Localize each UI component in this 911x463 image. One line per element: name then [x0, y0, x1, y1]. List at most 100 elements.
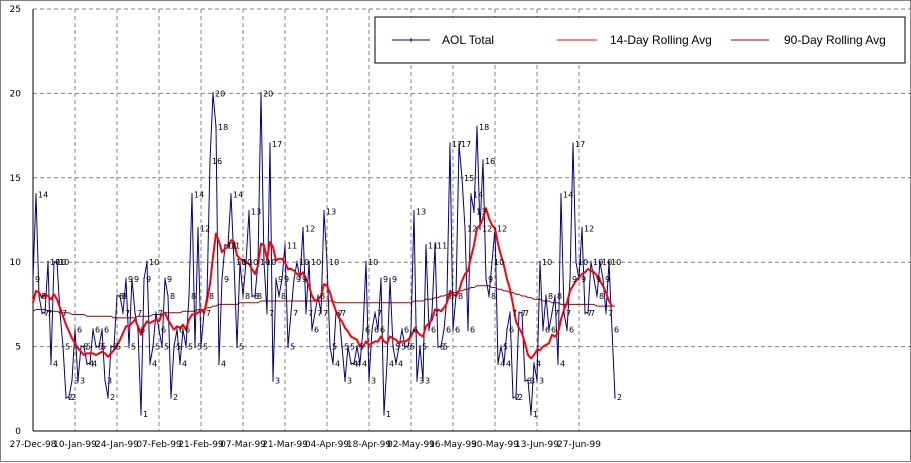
aol-total-data-label: 5 — [443, 343, 448, 352]
aol-total-data-label: 10 — [266, 258, 276, 267]
aol-total-data-label: 5 — [440, 343, 445, 352]
aol-total-data-label: 5 — [503, 343, 508, 352]
aol-total-data-label: 18 — [479, 123, 489, 132]
aol-total-data-label: 6 — [569, 326, 574, 335]
aol-total-data-label: 17 — [452, 140, 462, 149]
aol-total-data-label: 8 — [254, 292, 259, 301]
x-tick-label: 24-Jan-99 — [95, 440, 139, 450]
aol-total-data-label: 6 — [374, 326, 379, 335]
aol-total-data-label: 1 — [143, 410, 148, 419]
aol-total-data-label: 8 — [548, 292, 553, 301]
aol-total-data-label: 2 — [71, 393, 76, 402]
aol-total-data-label: 7 — [434, 309, 439, 318]
aol-total-data-label: 4 — [353, 359, 358, 368]
aol-total-data-label: 4 — [506, 359, 511, 368]
aol-total-data-label: 10 — [236, 258, 246, 267]
aol-total-data-label: 10 — [494, 258, 504, 267]
y-tick-label: 25 — [10, 5, 21, 15]
aol-total-data-label: 17 — [575, 140, 585, 149]
aol-total-data-label: 4 — [335, 359, 340, 368]
y-tick-labels: 0 5 10 15 20 25 — [10, 5, 22, 437]
aol-total-data-label: 16 — [485, 157, 495, 166]
aol-total-data-label: 14 — [563, 191, 573, 200]
series-markers — [32, 91, 616, 416]
aol-total-data-label: 9 — [128, 275, 133, 284]
aol-total-data-label: 6 — [365, 326, 370, 335]
aol-total-data-label: 6 — [470, 326, 475, 335]
aol-total-data-label: 3 — [80, 376, 85, 385]
aol-total-data-label: 7 — [338, 309, 343, 318]
aol-total-data-label: 7 — [125, 309, 130, 318]
aol-total-data-label: 7 — [608, 309, 613, 318]
data-labels: 9148771041010752236355446556325588795976… — [35, 89, 622, 419]
aol-total-data-label: 13 — [416, 208, 426, 217]
aol-total-data-label: 8 — [122, 292, 127, 301]
aol-total-data-label: 12 — [305, 224, 315, 233]
aol-total-data-label: 5 — [83, 343, 88, 352]
aol-total-data-label: 5 — [65, 343, 70, 352]
aol-total-data-label: 9 — [167, 275, 172, 284]
aol-total-data-label: 8 — [41, 292, 46, 301]
aol-total-data-label: 7 — [206, 309, 211, 318]
x-tick-label: 16-May-99 — [429, 440, 477, 450]
aol-total-data-label: 10 — [260, 258, 270, 267]
aol-total-data-label: 8 — [245, 292, 250, 301]
aol-total-data-label: 5 — [197, 343, 202, 352]
aol-total-data-label: 6 — [161, 326, 166, 335]
aol-total-data-label: 12 — [482, 224, 492, 233]
aol-total-data-label: 12 — [200, 224, 210, 233]
aol-total-data-label: 6 — [140, 326, 145, 335]
aol-total-data-label: 2 — [617, 393, 622, 402]
gridlines — [33, 8, 911, 431]
aol-total-data-label: 6 — [545, 326, 550, 335]
aol-total-data-label: 2 — [110, 393, 115, 402]
aol-total-data-label: 8 — [599, 292, 604, 301]
aol-total-data-label: 8 — [119, 292, 124, 301]
x-tick-label: 07-Feb-99 — [136, 440, 182, 450]
aol-total-data-label: 5 — [350, 343, 355, 352]
aol-total-data-label: 1 — [533, 410, 538, 419]
aol-total-data-label: 4 — [500, 359, 505, 368]
aol-total-data-label: 8 — [281, 292, 286, 301]
aol-total-data-label: 10 — [611, 258, 621, 267]
aol-total-data-label: 8 — [449, 292, 454, 301]
aol-total-data-label: 5 — [290, 343, 295, 352]
aol-total-data-label: 10 — [299, 258, 309, 267]
x-tick-label: 02-May-99 — [387, 440, 435, 450]
aol-total-data-label: 5 — [86, 343, 91, 352]
aol-total-data-label: 4 — [398, 359, 403, 368]
aol-total-data-label: 9 — [134, 275, 139, 284]
aol-total-data-label: 1 — [386, 410, 391, 419]
aol-total-data-label: 10 — [368, 258, 378, 267]
aol-total-data-label: 9 — [392, 275, 397, 284]
aol-total-data-label: 5 — [407, 343, 412, 352]
aol-total-data-label: 13 — [476, 208, 486, 217]
aol-total-data-label: 4 — [356, 359, 361, 368]
aol-total-data-label: 9 — [581, 275, 586, 284]
aol-total-data-label: 10 — [59, 258, 69, 267]
aol-total-data-label: 7 — [317, 309, 322, 318]
y-tick-label: 10 — [10, 258, 22, 268]
aol-total-data-label: 15 — [464, 174, 474, 183]
aol-total-data-label: 12 — [584, 224, 594, 233]
aol-total-data-label: 6 — [509, 326, 514, 335]
y-tick-label: 5 — [15, 343, 21, 353]
series-lines — [32, 92, 616, 415]
aol-total-data-label: 6 — [380, 326, 385, 335]
aol-total-data-label: 7 — [158, 309, 163, 318]
aol-total-data-label: 7 — [554, 309, 559, 318]
aol-total-data-label: 5 — [101, 343, 106, 352]
aol-total-data-label: 4 — [221, 359, 226, 368]
14-day-rolling-avg-line — [32, 207, 613, 360]
aol-total-data-label: 11 — [437, 241, 447, 250]
x-tick-label: 04-Apr-99 — [305, 440, 349, 450]
aol-total-data-label: 11 — [287, 241, 297, 250]
legend: AOL Total 14-Day Rolling Avg 90-Day Roll… — [374, 16, 906, 64]
aol-total-data-label: 6 — [431, 326, 436, 335]
x-tick-label: 27-Dec-98 — [10, 440, 57, 450]
x-tick-label: 21-Feb-99 — [178, 440, 224, 450]
aol-total-data-label: 4 — [362, 359, 367, 368]
aol-total-data-label: 5 — [401, 343, 406, 352]
aol-total-data-label: 4 — [92, 359, 97, 368]
